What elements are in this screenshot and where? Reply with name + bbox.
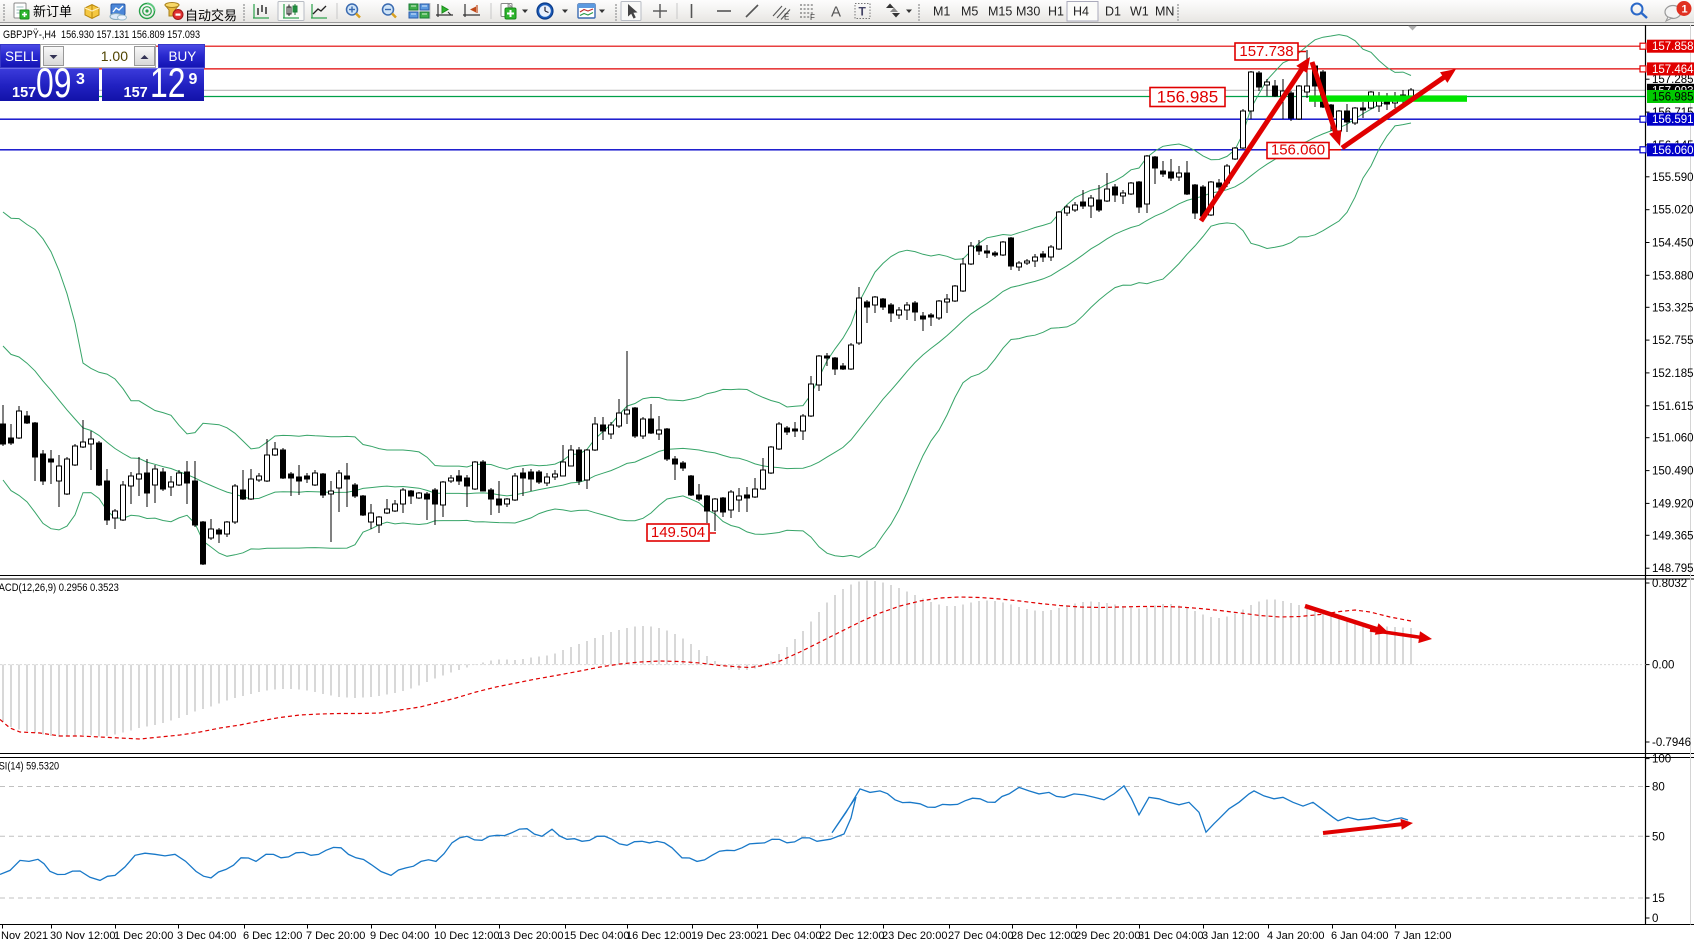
svg-text:157.858: 157.858 [1652,41,1694,53]
svg-text:GBPJPŸ-,H4 156.930 157.131 15: GBPJPŸ-,H4 156.930 157.131 156.809 157.0… [3,29,200,41]
svg-text:27 Dec 04:00: 27 Dec 04:00 [948,930,1013,942]
svg-text:157.738: 157.738 [1239,43,1293,60]
svg-text:新订单: 新订单 [33,4,72,19]
svg-text:156.060: 156.060 [1652,145,1694,157]
svg-text:7 Dec 20:00: 7 Dec 20:00 [306,930,365,942]
svg-text:156.591: 156.591 [1652,114,1694,126]
svg-text:4 Jan 20:00: 4 Jan 20:00 [1267,930,1325,942]
svg-text:1: 1 [1682,4,1688,16]
svg-text:E: E [784,13,789,22]
svg-text:30 Nov 12:00: 30 Nov 12:00 [50,930,115,942]
svg-text:28 Dec 12:00: 28 Dec 12:00 [1011,930,1076,942]
svg-text:154.450: 154.450 [1652,238,1694,250]
svg-text:3 Jan 12:00: 3 Jan 12:00 [1202,930,1260,942]
svg-text:6 Dec 12:00: 6 Dec 12:00 [243,930,302,942]
svg-text:H4: H4 [1073,5,1089,19]
svg-text:149.504: 149.504 [651,524,705,541]
svg-text:M5: M5 [961,5,978,19]
svg-text:A: A [831,4,841,21]
svg-text:157.464: 157.464 [1652,64,1694,76]
svg-text:MACD(12,26,9) 0.2956 0.3523: MACD(12,26,9) 0.2956 0.3523 [0,582,119,594]
svg-text:15 Dec 04:00: 15 Dec 04:00 [564,930,629,942]
svg-text:156.060: 156.060 [1271,142,1325,159]
svg-text:23 Dec 20:00: 23 Dec 20:00 [882,930,947,942]
svg-text:M30: M30 [1016,5,1040,19]
svg-text:80: 80 [1652,782,1665,794]
svg-text:3 Dec 04:00: 3 Dec 04:00 [177,930,236,942]
svg-text:150.490: 150.490 [1652,466,1694,478]
svg-text:RSI(14) 59.5320: RSI(14) 59.5320 [0,761,59,773]
svg-text:0.00: 0.00 [1652,660,1674,672]
svg-text:100: 100 [1652,754,1671,766]
svg-text:-0.7946: -0.7946 [1652,737,1691,749]
svg-text:W1: W1 [1130,5,1149,19]
svg-text:21 Dec 04:00: 21 Dec 04:00 [756,930,821,942]
svg-text:149.920: 149.920 [1652,498,1694,510]
svg-text:156.985: 156.985 [1652,92,1694,104]
svg-text:6 Jan 04:00: 6 Jan 04:00 [1331,930,1389,942]
svg-text:148.795: 148.795 [1652,563,1694,575]
svg-text:152.755: 152.755 [1652,335,1694,347]
svg-text:9 Dec 04:00: 9 Dec 04:00 [370,930,429,942]
svg-text:15: 15 [1652,893,1665,905]
svg-text:151.060: 151.060 [1652,433,1694,445]
svg-text:16 Dec 12:00: 16 Dec 12:00 [626,930,691,942]
svg-text:152.185: 152.185 [1652,368,1694,380]
svg-text:157.285: 157.285 [1652,74,1694,86]
svg-text:155.020: 155.020 [1652,205,1694,217]
svg-text:M15: M15 [988,5,1012,19]
svg-text:MN: MN [1155,5,1174,19]
svg-text:M1: M1 [933,5,950,19]
svg-text:153.880: 153.880 [1652,270,1694,282]
svg-text:155.590: 155.590 [1652,172,1694,184]
svg-text:T: T [859,5,867,19]
svg-text:D1: D1 [1105,5,1121,19]
svg-text:1 Dec 20:00: 1 Dec 20:00 [114,930,173,942]
svg-text:Nov 2021: Nov 2021 [1,930,48,942]
svg-text:0.8032: 0.8032 [1652,578,1687,590]
svg-text:H1: H1 [1048,5,1064,19]
svg-text:153.325: 153.325 [1652,302,1694,314]
svg-text:19 Dec 23:00: 19 Dec 23:00 [691,930,756,942]
svg-text:50: 50 [1652,831,1665,843]
svg-text:156.985: 156.985 [1157,88,1218,107]
svg-text:10 Dec 12:00: 10 Dec 12:00 [434,930,499,942]
svg-text:22 Dec 12:00: 22 Dec 12:00 [819,930,884,942]
svg-text:F: F [810,13,815,22]
svg-text:7 Jan 12:00: 7 Jan 12:00 [1394,930,1452,942]
svg-text:29 Dec 20:00: 29 Dec 20:00 [1075,930,1140,942]
svg-text:149.365: 149.365 [1652,530,1694,542]
svg-text:0: 0 [1652,913,1658,925]
svg-text:13 Dec 20:00: 13 Dec 20:00 [498,930,563,942]
svg-text:151.615: 151.615 [1652,401,1694,413]
svg-text:31 Dec 04:00: 31 Dec 04:00 [1138,930,1203,942]
